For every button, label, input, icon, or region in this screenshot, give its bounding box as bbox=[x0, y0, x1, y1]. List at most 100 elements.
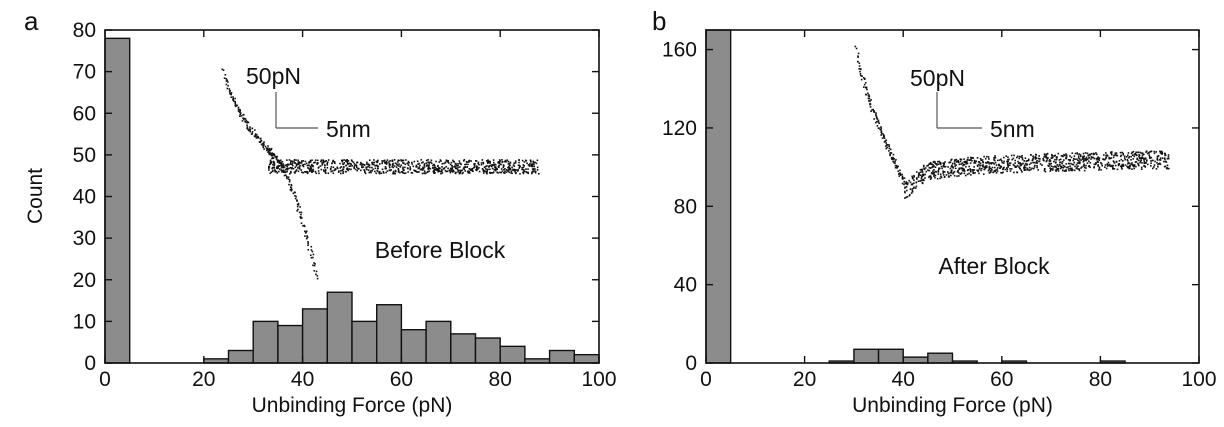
trace-point bbox=[974, 162, 977, 164]
trace-point bbox=[532, 170, 534, 173]
trace-point bbox=[949, 161, 952, 163]
trace-point bbox=[1034, 155, 1037, 158]
trace-point bbox=[947, 166, 949, 168]
trace-point bbox=[973, 159, 976, 162]
trace-point bbox=[457, 162, 459, 165]
trace-point bbox=[428, 161, 430, 164]
trace-point bbox=[1079, 161, 1081, 163]
trace-point bbox=[371, 170, 373, 172]
trace-point bbox=[1046, 159, 1048, 162]
trace-point bbox=[398, 163, 400, 165]
trace-point bbox=[401, 171, 404, 174]
trace-point bbox=[1034, 156, 1037, 159]
trace-point bbox=[320, 168, 323, 171]
trace-point bbox=[502, 171, 505, 174]
trace-point bbox=[1014, 162, 1016, 164]
trace-point bbox=[466, 166, 468, 168]
trace-point bbox=[490, 172, 493, 174]
trace-point bbox=[899, 173, 902, 175]
trace-point bbox=[1016, 155, 1019, 158]
trace-point bbox=[381, 160, 383, 162]
trace-point bbox=[1080, 159, 1082, 161]
trace-point bbox=[260, 143, 263, 146]
trace-point bbox=[407, 160, 410, 163]
trace-point bbox=[1006, 162, 1009, 164]
trace-point bbox=[445, 170, 448, 173]
trace-point bbox=[995, 172, 998, 174]
trace-point bbox=[300, 211, 303, 214]
trace-point bbox=[372, 168, 374, 171]
trace-point bbox=[918, 172, 920, 174]
trace-point bbox=[347, 160, 350, 162]
trace-point bbox=[512, 169, 514, 172]
trace-point bbox=[327, 159, 330, 161]
trace-point bbox=[858, 68, 860, 70]
trace-point bbox=[271, 152, 274, 154]
trace-point bbox=[1065, 163, 1068, 165]
trace-point bbox=[311, 163, 313, 166]
trace-point bbox=[263, 148, 265, 150]
x-tick-label: 0 bbox=[700, 368, 712, 391]
trace-point bbox=[1131, 154, 1134, 156]
trace-point bbox=[977, 170, 979, 173]
trace-point bbox=[996, 168, 998, 171]
trace-point bbox=[932, 170, 934, 172]
trace-point bbox=[1001, 172, 1003, 174]
trace-point bbox=[868, 95, 871, 98]
trace-point bbox=[1077, 168, 1079, 170]
trace-point bbox=[1153, 164, 1156, 166]
trace-point bbox=[878, 122, 880, 125]
trace-point bbox=[366, 166, 369, 168]
trace-point bbox=[533, 161, 535, 164]
trace-point bbox=[470, 169, 472, 172]
trace-point bbox=[519, 172, 521, 175]
trace-point bbox=[1167, 157, 1170, 160]
trace-point bbox=[1026, 169, 1029, 171]
trace-point bbox=[1061, 160, 1064, 163]
trace-point bbox=[1128, 162, 1131, 165]
trace-point bbox=[441, 166, 443, 168]
trace-point bbox=[268, 152, 271, 154]
trace-point bbox=[433, 168, 436, 171]
trace-point bbox=[494, 166, 497, 168]
trace-point bbox=[395, 170, 397, 173]
trace-point bbox=[419, 164, 421, 167]
trace-point bbox=[1072, 159, 1075, 162]
inset-force-trace bbox=[854, 45, 1170, 199]
trace-point bbox=[493, 166, 496, 168]
trace-point bbox=[522, 168, 525, 171]
trace-point bbox=[436, 169, 439, 172]
trace-point bbox=[880, 126, 882, 128]
trace-point bbox=[336, 166, 339, 169]
trace-point bbox=[248, 128, 251, 130]
trace-point bbox=[522, 171, 524, 174]
trace-point bbox=[428, 165, 430, 167]
trace-point bbox=[254, 129, 256, 131]
trace-point bbox=[393, 159, 396, 161]
trace-point bbox=[341, 159, 344, 162]
trace-point bbox=[1114, 164, 1117, 167]
trace-point bbox=[340, 166, 343, 168]
trace-point bbox=[1051, 154, 1054, 157]
trace-point bbox=[1049, 167, 1051, 169]
trace-point bbox=[501, 159, 503, 161]
trace-point bbox=[1097, 156, 1099, 159]
trace-point bbox=[1038, 160, 1040, 163]
trace-point bbox=[286, 167, 289, 170]
y-tick-label: 30 bbox=[73, 227, 96, 250]
trace-point bbox=[1002, 162, 1005, 164]
trace-point bbox=[976, 157, 979, 159]
trace-point bbox=[376, 161, 379, 163]
trace-point bbox=[536, 169, 539, 171]
trace-point bbox=[1163, 157, 1166, 159]
trace-point bbox=[1112, 156, 1115, 159]
trace-point bbox=[280, 166, 283, 169]
trace-point bbox=[240, 112, 242, 114]
trace-point bbox=[987, 169, 990, 172]
trace-point bbox=[943, 163, 945, 166]
trace-point bbox=[283, 174, 286, 177]
trace-point bbox=[341, 169, 344, 172]
trace-point bbox=[392, 171, 395, 174]
trace-point bbox=[1141, 162, 1143, 164]
trace-point bbox=[495, 168, 497, 171]
